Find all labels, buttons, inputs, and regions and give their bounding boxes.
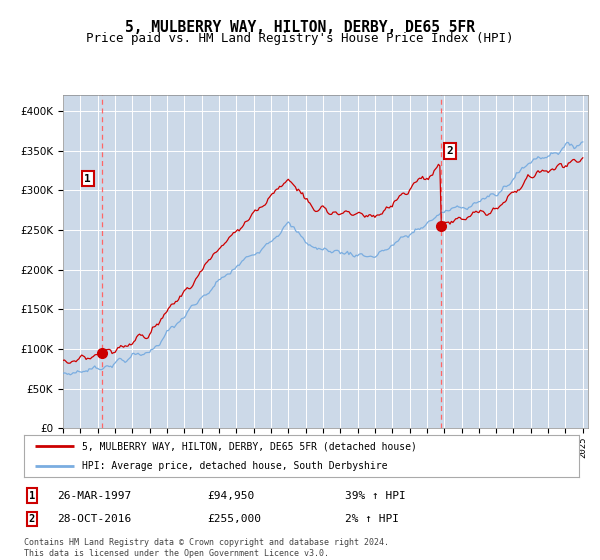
Text: 28-OCT-2016: 28-OCT-2016: [57, 514, 131, 524]
Text: 1: 1: [85, 174, 91, 184]
Text: 2% ↑ HPI: 2% ↑ HPI: [345, 514, 399, 524]
Text: 39% ↑ HPI: 39% ↑ HPI: [345, 491, 406, 501]
Text: £255,000: £255,000: [207, 514, 261, 524]
Text: 1: 1: [29, 491, 35, 501]
Text: 26-MAR-1997: 26-MAR-1997: [57, 491, 131, 501]
Text: 2: 2: [446, 146, 453, 156]
Text: £94,950: £94,950: [207, 491, 254, 501]
Text: 5, MULBERRY WAY, HILTON, DERBY, DE65 5FR: 5, MULBERRY WAY, HILTON, DERBY, DE65 5FR: [125, 20, 475, 35]
Text: HPI: Average price, detached house, South Derbyshire: HPI: Average price, detached house, Sout…: [82, 461, 388, 471]
Text: Price paid vs. HM Land Registry's House Price Index (HPI): Price paid vs. HM Land Registry's House …: [86, 32, 514, 45]
Text: 2: 2: [29, 514, 35, 524]
Text: Contains HM Land Registry data © Crown copyright and database right 2024.
This d: Contains HM Land Registry data © Crown c…: [24, 538, 389, 558]
Text: 5, MULBERRY WAY, HILTON, DERBY, DE65 5FR (detached house): 5, MULBERRY WAY, HILTON, DERBY, DE65 5FR…: [82, 441, 417, 451]
